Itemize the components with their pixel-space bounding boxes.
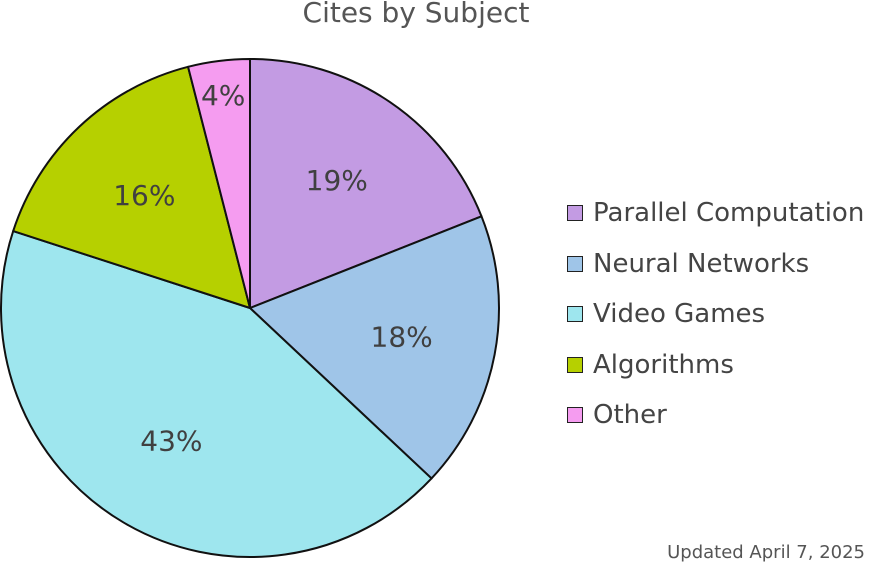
pie-slice-video-games: [0, 230, 433, 558]
pie-slice-other: [187, 58, 251, 309]
slice-data-label: 4%: [201, 79, 245, 112]
pie-slice-neural-networks: [249, 215, 500, 480]
legend-swatch: [567, 356, 583, 373]
legend-swatch: [567, 255, 583, 272]
pie-slice-parallel-computation: [249, 58, 483, 309]
legend-item-other: Other: [567, 390, 864, 441]
chart-legend: Parallel Computation Neural Networks Vid…: [567, 188, 864, 441]
slice-data-label: 18%: [371, 320, 433, 353]
legend-label: Neural Networks: [593, 248, 810, 279]
legend-item-video-games: Video Games: [567, 289, 864, 340]
legend-item-neural-networks: Neural Networks: [567, 239, 864, 290]
legend-label: Parallel Computation: [593, 198, 865, 229]
legend-swatch: [567, 407, 583, 424]
legend-label: Video Games: [593, 299, 766, 330]
legend-swatch: [567, 306, 583, 323]
legend-label: Other: [593, 400, 667, 431]
legend-item-algorithms: Algorithms: [567, 340, 864, 391]
chart-title: Cites by Subject: [302, 0, 530, 29]
slice-data-label: 43%: [140, 424, 202, 457]
legend-swatch: [567, 205, 583, 222]
slice-data-label: 19%: [306, 164, 368, 197]
legend-label: Algorithms: [593, 349, 734, 380]
legend-item-parallel-computation: Parallel Computation: [567, 188, 864, 239]
updated-date-note: Updated April 7, 2025: [667, 542, 865, 563]
slice-data-label: 16%: [113, 179, 175, 212]
pie-slice-algorithms: [12, 65, 251, 309]
